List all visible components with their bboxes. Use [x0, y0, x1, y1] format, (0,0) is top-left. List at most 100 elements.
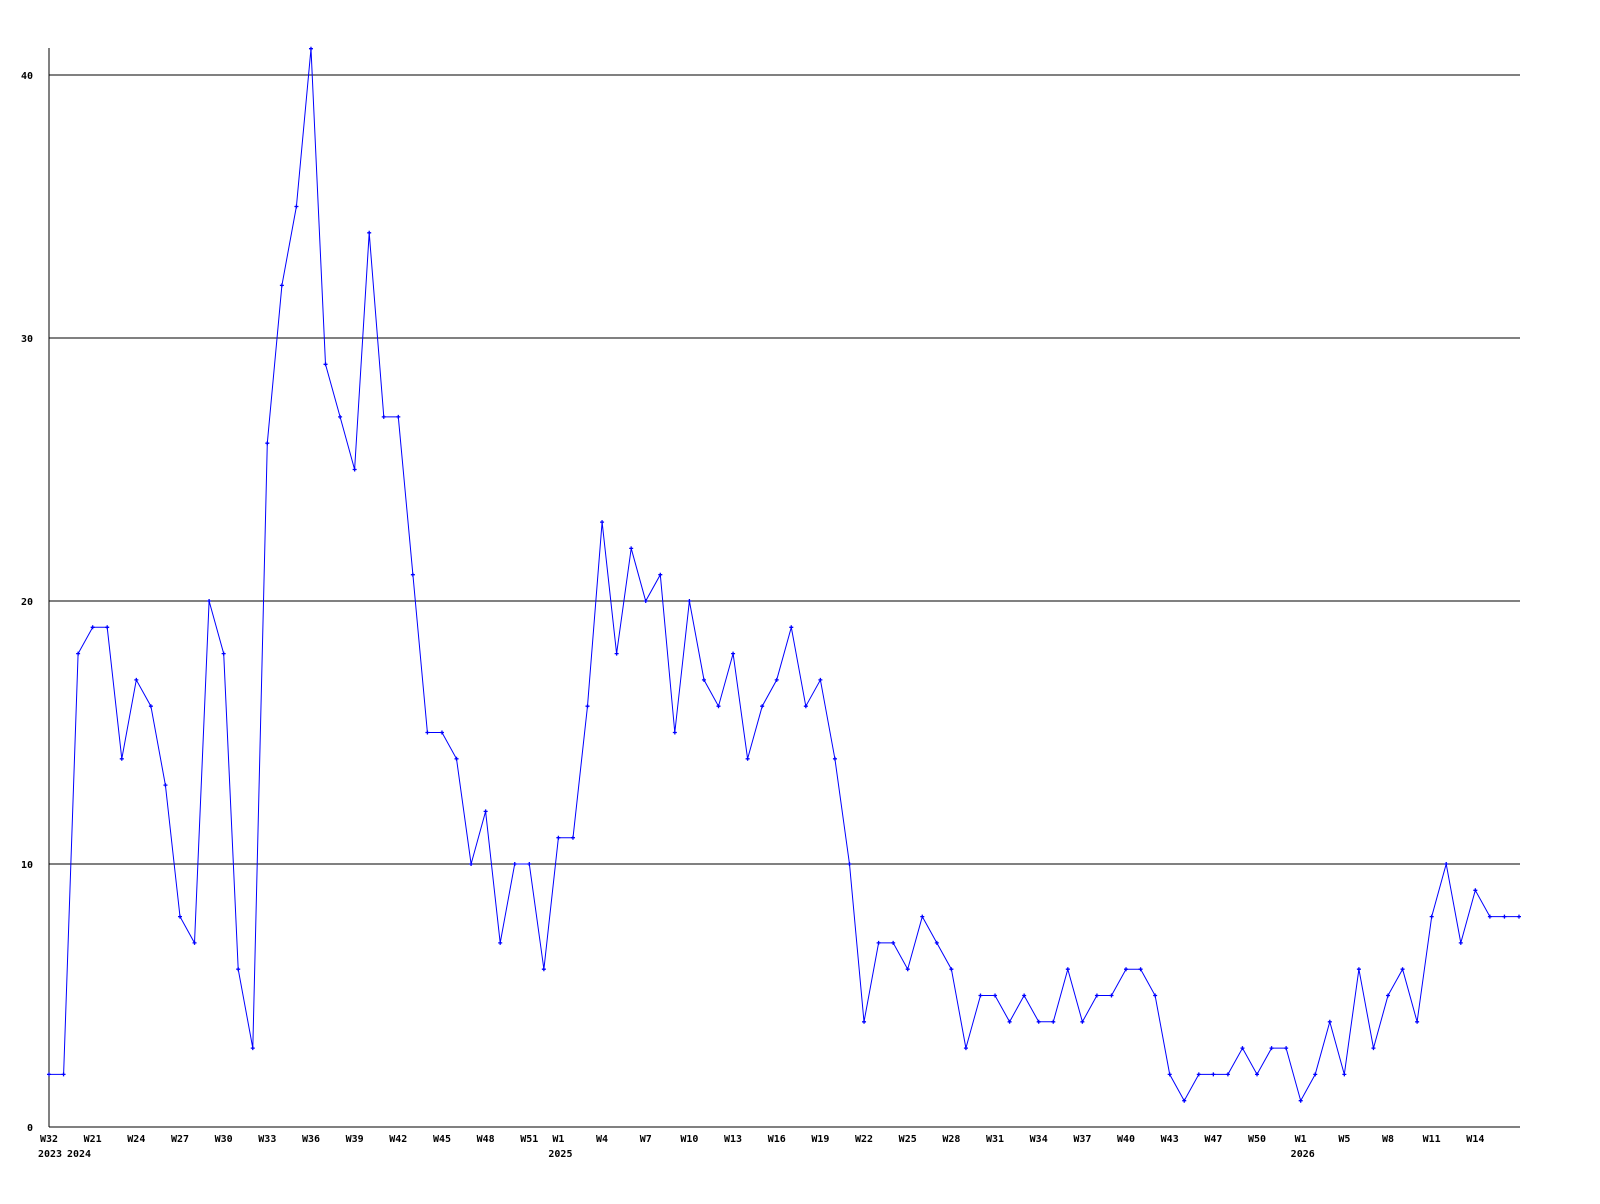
data-point — [1138, 967, 1143, 972]
data-point — [323, 362, 328, 367]
data-point — [308, 46, 313, 51]
y-tick-label: 10 — [21, 860, 33, 871]
x-tick-label: W33 — [258, 1134, 276, 1145]
data-point — [541, 967, 546, 972]
x-tick-label: W42 — [389, 1134, 407, 1145]
data-point — [716, 704, 721, 709]
data-point — [381, 414, 386, 419]
x-tick-label: W37 — [1073, 1134, 1091, 1145]
data-point — [47, 1072, 51, 1077]
data-point — [396, 414, 401, 419]
data-point — [1109, 993, 1114, 998]
data-point — [439, 730, 444, 735]
data-point — [483, 809, 488, 814]
data-point — [294, 204, 299, 209]
x-tick-label: W27 — [171, 1134, 189, 1145]
data-point — [527, 862, 532, 866]
data-point — [177, 914, 182, 919]
data-point — [1124, 967, 1129, 972]
data-point — [105, 625, 110, 630]
y-tick-label: 30 — [21, 334, 33, 345]
data-point — [629, 546, 634, 551]
data-point — [1473, 888, 1478, 893]
data-point — [949, 967, 954, 972]
x-tick-label: W47 — [1204, 1134, 1222, 1145]
data-point — [760, 704, 765, 709]
x-tick-label: W24 — [127, 1134, 145, 1145]
data-point — [1327, 1019, 1332, 1024]
data-point — [963, 1046, 968, 1051]
data-point — [352, 467, 357, 472]
x-tick-label: W45 — [433, 1134, 451, 1145]
data-point — [745, 756, 750, 761]
x-tick-label: W30 — [215, 1134, 233, 1145]
data-point — [236, 967, 241, 972]
data-point — [876, 940, 881, 945]
data-point — [454, 756, 459, 761]
x-tick-label: W40 — [1117, 1134, 1135, 1145]
data-point — [1400, 967, 1405, 972]
x-year-label: 2026 — [1291, 1149, 1315, 1160]
data-point — [862, 1019, 867, 1024]
data-point — [1182, 1098, 1187, 1103]
data-point — [701, 677, 706, 682]
x-tick-label: W34 — [1030, 1134, 1048, 1145]
data-point — [658, 572, 663, 577]
data-point — [1007, 1019, 1012, 1024]
data-point — [1094, 993, 1099, 998]
data-point — [163, 783, 168, 788]
x-year-label: 2025 — [548, 1149, 572, 1160]
x-year-label: 2023 — [38, 1149, 62, 1160]
x-year-label: 2024 — [67, 1149, 91, 1160]
data-point — [1065, 967, 1070, 972]
data-point — [221, 651, 226, 656]
x-tick-label: W19 — [811, 1134, 829, 1145]
x-tick-label: W50 — [1248, 1134, 1266, 1145]
data-point — [512, 862, 517, 866]
data-point — [803, 704, 808, 709]
data-point — [774, 677, 779, 682]
data-point — [1036, 1019, 1041, 1024]
data-point — [818, 677, 823, 682]
data-point — [192, 940, 197, 945]
x-tick-label: W5 — [1338, 1134, 1350, 1145]
data-point — [279, 283, 284, 288]
data-point — [469, 862, 474, 866]
x-tick-label: W14 — [1466, 1134, 1484, 1145]
data-point — [367, 230, 372, 235]
data-point — [119, 756, 124, 761]
data-point — [789, 625, 794, 630]
x-tick-label: W39 — [346, 1134, 364, 1145]
data-point — [687, 599, 692, 603]
data-point — [90, 625, 95, 630]
data-point — [498, 940, 503, 945]
data-point — [1356, 967, 1361, 972]
x-tick-label: W36 — [302, 1134, 320, 1145]
data-point — [993, 993, 998, 998]
data-point — [585, 704, 590, 709]
data-point — [1298, 1098, 1303, 1103]
data-point — [1342, 1072, 1347, 1077]
data-point — [570, 835, 575, 840]
x-tick-label: W32 — [40, 1134, 58, 1145]
x-tick-label: W11 — [1423, 1134, 1441, 1145]
x-tick-label: W31 — [986, 1134, 1004, 1145]
data-point — [1458, 940, 1463, 945]
data-point — [1269, 1046, 1274, 1051]
y-tick-label: 0 — [27, 1123, 33, 1134]
data-point — [1022, 993, 1027, 998]
x-tick-label: W10 — [680, 1134, 698, 1145]
y-tick-label: 20 — [21, 597, 33, 608]
data-point — [410, 572, 415, 577]
x-tick-label: W1 — [1295, 1134, 1307, 1145]
data-point — [614, 651, 619, 656]
data-point — [1167, 1072, 1172, 1077]
data-point — [207, 599, 212, 603]
data-point — [556, 835, 561, 840]
data-point — [1444, 862, 1449, 866]
data-point — [1313, 1072, 1318, 1077]
x-tick-label: W21 — [84, 1134, 102, 1145]
data-point — [847, 862, 852, 866]
series-line-group — [47, 46, 1521, 1103]
